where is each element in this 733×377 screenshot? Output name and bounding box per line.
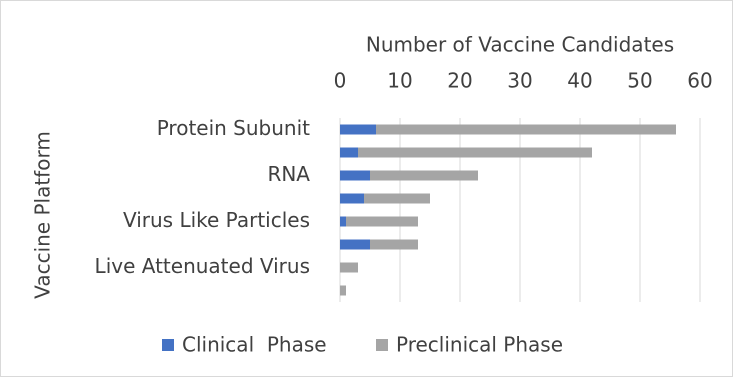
x-tick-label: 40 [567, 69, 592, 93]
bar-segment [340, 262, 358, 273]
bar-segment [340, 170, 370, 181]
bar-segment [376, 124, 676, 135]
legend-swatch [376, 339, 388, 351]
x-tick-label: 10 [387, 69, 412, 93]
x-axis-title: Number of Vaccine Candidates [366, 33, 674, 57]
bar-segment [370, 170, 478, 181]
bar-segment [370, 239, 418, 250]
legend-label: Clinical Phase [182, 333, 327, 357]
x-tick-label: 20 [447, 69, 472, 93]
bar-segment [340, 124, 376, 135]
y-tick-label: Protein Subunit [157, 116, 310, 140]
bar-segment [358, 147, 592, 158]
legend-swatch [162, 339, 174, 351]
y-tick-label: Virus Like Particles [123, 208, 310, 232]
bar-segment [340, 147, 358, 158]
bar-segment [340, 216, 346, 227]
x-tick-label: 50 [627, 69, 652, 93]
bar-segment [364, 193, 430, 204]
bar-segment [346, 216, 418, 227]
y-axis-title: Vaccine Platform [31, 131, 55, 299]
y-tick-label: RNA [267, 162, 310, 186]
legend-label: Preclinical Phase [396, 333, 563, 357]
bar-segment [340, 285, 346, 296]
x-tick-label: 60 [687, 69, 712, 93]
y-tick-label: Live Attenuated Virus [95, 254, 310, 278]
x-tick-label: 0 [334, 69, 347, 93]
x-tick-label: 30 [507, 69, 532, 93]
bar-segment [340, 193, 364, 204]
bar-segment [340, 239, 370, 250]
